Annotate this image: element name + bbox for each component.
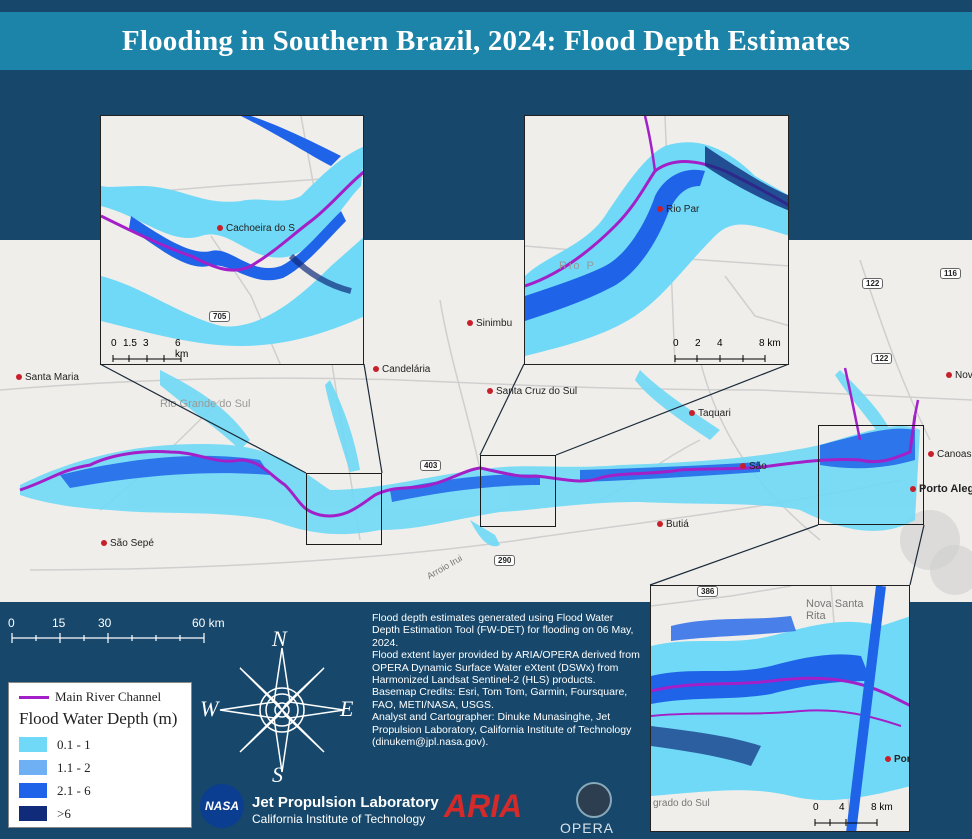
- inset-1-scale-label-2: 3: [143, 338, 149, 349]
- inset-2-graphics: [525, 116, 788, 364]
- credits-p1: Flood depth estimates generated using Fl…: [372, 612, 634, 649]
- place-grado-do-sul: grado do Sul: [653, 798, 710, 809]
- legend: Main River Channel Flood Water Depth (m)…: [8, 682, 192, 828]
- inset-2-scale-bar: 0 2 4 8 km: [673, 338, 785, 364]
- place-canoas: Canoas: [928, 449, 971, 460]
- place-taquari: Taquari: [689, 408, 731, 419]
- road-403: 403: [420, 460, 442, 471]
- place-novo: Novo: [946, 370, 972, 381]
- inset-map-2[interactable]: Rio Par Rio P 0 2 4 8 km: [524, 115, 789, 365]
- compass-s: S: [272, 762, 283, 787]
- legend-river-swatch: [19, 695, 49, 699]
- inset-map-3[interactable]: 386 Nova Santa Rita Porto grado do Sul 0…: [650, 585, 910, 832]
- place-butia: Butiá: [657, 519, 689, 530]
- logos: NASA Jet Propulsion Laboratory Californi…: [196, 780, 646, 836]
- place-cachoeira: Cachoeira do S: [217, 223, 295, 234]
- inset-locator-1[interactable]: [306, 473, 382, 545]
- credits-p3: Basemap Credits: Esri, Tom Tom, Garmin, …: [372, 686, 628, 711]
- main-scale-bar: 0 15 30 60 km: [8, 616, 238, 651]
- inset-locator-3[interactable]: [818, 425, 924, 525]
- main-scale-label-1: 15: [52, 616, 66, 630]
- opera-logo-icon: [576, 782, 612, 818]
- place-nova-santa-rita: Nova Santa Rita: [806, 598, 864, 622]
- compass-n: N: [272, 626, 287, 651]
- legend-class-1: 0.1 - 1: [19, 733, 181, 756]
- credits-p2: Flood extent layer provided by ARIA/OPER…: [372, 649, 640, 687]
- road-386: 386: [697, 586, 719, 597]
- nasa-logo: NASA: [200, 784, 244, 828]
- legend-title: Flood Water Depth (m): [19, 709, 178, 728]
- credits-p4: Analyst and Cartographer: Dinuke Munasin…: [372, 711, 632, 749]
- legend-class-2: 1.1 - 2: [19, 756, 181, 779]
- road-705: 705: [209, 311, 231, 322]
- road-122a: 122: [862, 278, 884, 289]
- credits-text: Flood depth estimates generated using Fl…: [372, 612, 642, 748]
- legend-class-4: >6: [19, 802, 181, 825]
- jpl-name: Jet Propulsion Laboratory: [252, 794, 439, 811]
- place-sao-sepe: São Sepé: [101, 538, 154, 549]
- aria-logo: ARIA: [444, 788, 523, 824]
- road-122b: 122: [871, 353, 893, 364]
- inset-2-scale-label-3: 8 km: [759, 338, 781, 349]
- inset-3-scale-bar: 0 4 8 km: [813, 802, 905, 831]
- inset-3-scale-label-1: 4: [839, 802, 845, 813]
- inset-1-scale-label-0: 0: [111, 338, 117, 349]
- compass-rose-icon: [219, 647, 345, 773]
- map-title: Flooding in Southern Brazil, 2024: Flood…: [121, 24, 851, 57]
- inset-1-graphics: [101, 116, 363, 364]
- inset-locator-2[interactable]: [480, 455, 556, 527]
- inset-2-scale-label-2: 4: [717, 338, 723, 349]
- place-sinimbu: Sinimbu: [467, 318, 512, 329]
- inset-1-scale-bar: 0 1.5 3 6 km: [111, 338, 195, 364]
- road-116: 116: [940, 268, 961, 279]
- place-santa-maria: Santa Maria: [16, 372, 79, 383]
- opera-logo: OPERA: [560, 820, 615, 836]
- inset-3-scale-label-0: 0: [813, 802, 819, 813]
- place-rio-pardo: Rio Par: [657, 204, 699, 215]
- compass-w: W: [200, 696, 219, 721]
- compass-rose: N S W E: [200, 626, 360, 790]
- place-sao: São: [740, 461, 767, 472]
- inset-3-scale-label-2: 8 km: [871, 802, 893, 813]
- legend-river-label: Main River Channel: [55, 689, 162, 704]
- main-scale-label-2: 30: [98, 616, 112, 630]
- inset-2-scale-label-0: 0: [673, 338, 679, 349]
- road-290: 290: [494, 555, 516, 566]
- inset-2-scale-label-1: 2: [695, 338, 701, 349]
- place-rio-grande: Rio Grande do Sul: [160, 398, 251, 410]
- inset-1-scale-label-1: 1.5: [123, 338, 137, 349]
- inset-3-graphics: [651, 586, 909, 831]
- inset-1-scale-label-3: 6 km: [175, 338, 189, 360]
- place-porto-alegre: Porto Alegre: [910, 483, 972, 495]
- jpl-sub: California Institute of Technology: [252, 812, 426, 826]
- inset-map-1[interactable]: Cachoeira do S 705 0 1.5 3 6 km: [100, 115, 364, 365]
- legend-river: Main River Channel: [19, 689, 181, 705]
- place-santa-cruz: Santa Cruz do Sul: [487, 386, 577, 397]
- main-scale-label-0: 0: [8, 616, 15, 630]
- legend-class-3: 2.1 - 6: [19, 779, 181, 802]
- place-candelaria: Candelária: [373, 364, 430, 375]
- title-bar: Flooding in Southern Brazil, 2024: Flood…: [0, 12, 972, 70]
- main-scale-label-3: 60 km: [192, 616, 225, 630]
- place-rio-p: Rio P: [559, 260, 596, 272]
- compass-e: E: [340, 696, 354, 721]
- place-porto: Porto: [885, 754, 909, 765]
